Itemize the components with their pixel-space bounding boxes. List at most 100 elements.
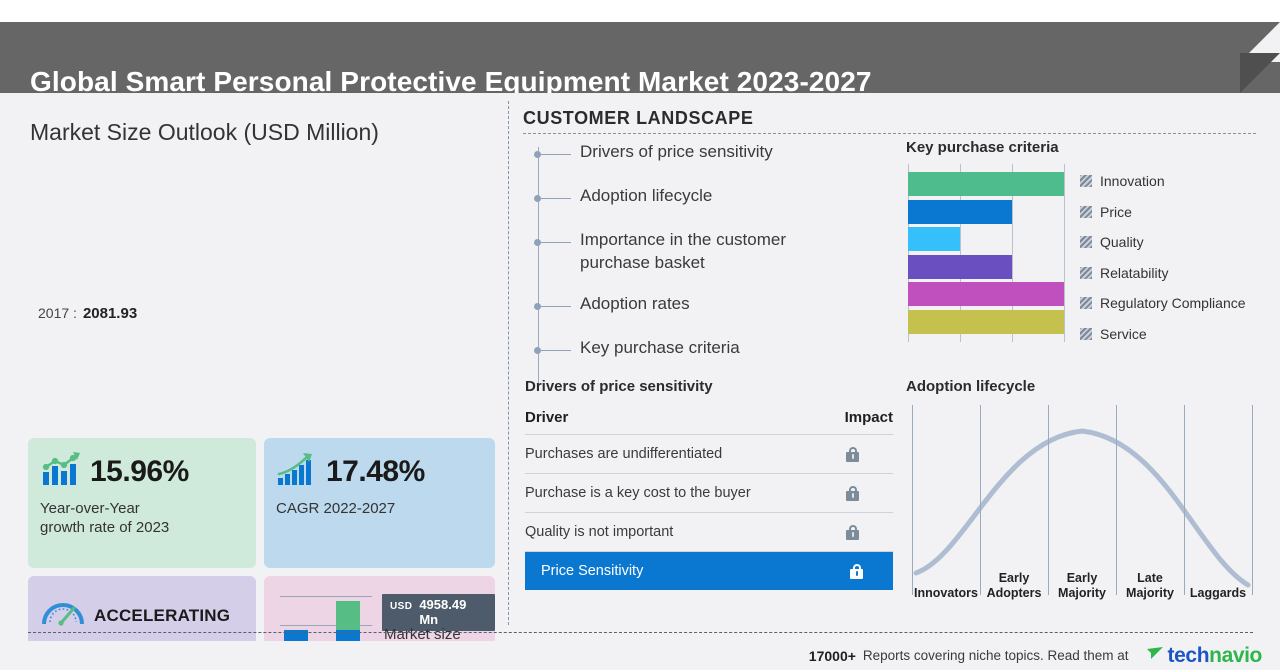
adoption-stage-line1: Late [1137,571,1163,586]
kpi-yoy-header: 15.96% [28,438,256,491]
bullet-stem [541,242,571,243]
list-item[interactable]: Importance in the customer purchase bask… [534,229,898,275]
kpc-legend-item: Innovation [1080,166,1246,197]
vertical-dashed-divider [508,101,509,625]
customer-landscape-item-label: Importance in the customer purchase bask… [580,230,786,272]
kpc-legend: Innovation Price Quality Relatability [1080,164,1246,349]
header-corner-fold-triangle [1240,53,1280,93]
kpc-bar-price [908,199,1012,224]
kpc-legend-item: Relatability [1080,258,1246,289]
kpi-momentum-header: ACCELERATING [28,576,256,633]
base-year-label: 2017 : [38,305,77,321]
key-purchase-criteria-title: Key purchase criteria [906,139,1059,156]
customer-landscape-item-label: Adoption lifecycle [580,186,713,205]
kpc-legend-label: Price [1100,203,1132,220]
driver-label: Purchase is a key cost to the buyer [525,485,751,501]
kpi-yoy-caption: Year-over-Year growth rate of 2023 [28,491,256,537]
adoption-gridline [1116,405,1117,595]
drivers-table-header: Driver Impact [525,409,893,435]
logo-tech-part: tech [1167,643,1210,667]
customer-landscape-underline [523,133,1256,134]
adoption-stage-line2: Adopters [986,585,1042,600]
adoption-stage-label: Early Adopters [980,571,1048,600]
key-purchase-criteria-body: Innovation Price Quality Relatability [906,164,1258,349]
driver-label-highlighted: Price Sensitivity [541,563,644,579]
customer-landscape-item-label: Drivers of price sensitivity [580,142,773,161]
table-row[interactable]: Purchase is a key cost to the buyer [525,474,893,513]
msg-gridline-top [280,596,372,597]
kpc-legend-label: Regulatory Compliance [1100,295,1246,312]
customer-landscape-list: Drivers of price sensitivity Adoption li… [534,141,898,391]
adoption-stage-label: Laggards [1189,585,1247,600]
customer-landscape-item-label: Key purchase criteria [580,337,740,357]
hatched-swatch-icon [1080,327,1092,340]
page-title: Global Smart Personal Protective Equipme… [30,66,872,97]
kpc-gridline [1064,164,1065,342]
adoption-lifecycle-plot: Innovators Early Adopters Early Majority Late… [906,405,1258,600]
technavio-logo[interactable]: technavio [1146,644,1262,668]
kpc-legend-label: Service [1100,325,1147,342]
lock-icon [850,563,863,579]
kpc-bar-quality [908,227,960,251]
kpc-legend-label: Innovation [1100,173,1165,190]
list-item[interactable]: Key purchase criteria [534,337,898,363]
technavio-arrow-icon [1146,645,1165,667]
kpc-gridline [960,164,961,342]
msg-gridline-mid [280,625,372,626]
speedometer-icon [40,598,86,633]
market-size-outlook-title: Market Size Outlook (USD Million) [30,119,379,145]
list-item[interactable]: Adoption rates [534,293,898,319]
base-year-row: 2017 : 2081.93 [38,305,137,322]
lock-icon [846,524,859,540]
kpi-cagr-value: 17.48% [326,454,425,488]
lock-icon [846,485,859,501]
adoption-stage-label: Early Majority [1048,571,1116,600]
kpc-gridline [1012,164,1013,342]
adoption-stage-line1: Early [998,571,1030,586]
bullet-stem [541,305,571,307]
list-item[interactable]: Drivers of price sensitivity [534,141,898,167]
bullet-dot-icon [534,151,541,158]
kpi-momentum-status: ACCELERATING [94,605,231,625]
kpi-card-cagr[interactable]: 17.48% CAGR 2022-2027 [264,438,495,568]
adoption-gridline [980,405,981,595]
impact-cell [846,446,893,462]
kpc-legend-label: Quality [1100,234,1144,251]
kpc-gridline [908,164,909,342]
list-item[interactable]: Adoption lifecycle [534,185,898,211]
kpi-cagr-caption: CAGR 2022-2027 [276,500,396,517]
kpc-legend-item: Quality [1080,227,1246,258]
kpi-yoy-value: 15.96% [90,454,189,488]
bar-line-growth-icon [40,452,82,491]
adoption-gridline [1184,405,1185,595]
kpc-legend-label: Relatability [1100,264,1169,281]
table-row[interactable]: Purchases are undifferentiated [525,435,893,474]
kpi-cagr-header: 17.48% [264,438,495,491]
customer-landscape-title: CUSTOMER LANDSCAPE [523,108,754,128]
bullet-dot-icon [534,346,541,354]
msg-bar-2027-green [336,601,360,630]
kpc-legend-item: Regulatory Compliance [1080,288,1246,319]
header-band: Global Smart Personal Protective Equipme… [0,22,1280,97]
table-row-highlighted[interactable]: Price Sensitivity [525,552,893,590]
column-header-impact: Impact [844,409,893,426]
bullet-dot-icon [534,239,541,246]
impact-cell [846,485,893,501]
horizontal-dashed-divider [28,632,1253,633]
base-year-value: 2081.93 [82,305,138,322]
driver-label: Purchases are undifferentiated [525,446,723,462]
table-row[interactable]: Quality is not important [525,513,893,552]
footer-text: Reports covering niche topics. Read them… [862,648,1129,663]
bullet-dot-icon [534,302,541,310]
impact-cell [846,524,893,540]
kpc-bar-service [908,309,1064,334]
adoption-gridline [1252,405,1253,595]
adoption-stage-line1: Early [1066,571,1098,586]
key-purchase-criteria-chart: Key purchase criteria Innovation Price Q… [906,139,1258,349]
kpi-card-yoy[interactable]: 15.96% Year-over-Year growth rate of 202… [28,438,256,568]
adoption-stage-label: Late Majority [1116,571,1184,600]
ascending-bar-arrow-icon [276,452,318,491]
msg-caption-line1: Market size [384,626,461,643]
kpc-bar-relatability [908,254,1012,279]
